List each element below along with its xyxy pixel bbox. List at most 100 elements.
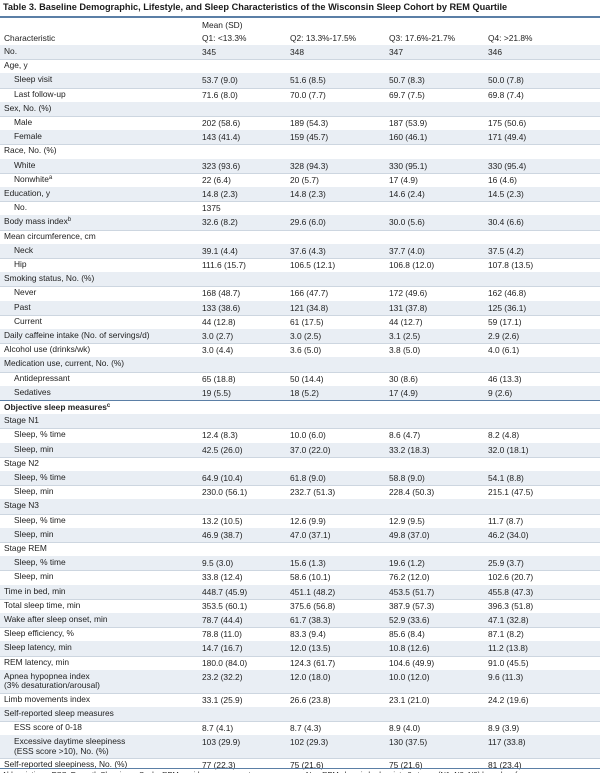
table-row: Age, y <box>0 59 600 75</box>
cell-value: 11.2 (13.8) <box>488 643 528 654</box>
cell-value: 19 (5.5) <box>202 387 231 398</box>
cell-value: 8.9 (4.0) <box>389 723 421 734</box>
table-row: Mean circumference, cm <box>0 230 600 245</box>
row-label-text: Sleep, % time <box>14 557 66 568</box>
cell-value: 189 (54.3) <box>290 118 329 128</box>
row-label-text: Smoking status, No. (%) <box>4 273 95 284</box>
cell-value: 15.6 (1.3) <box>290 558 326 569</box>
cell-value: 8.7 (4.1) <box>202 723 234 734</box>
cell-value: 171 (49.4) <box>488 132 527 143</box>
header-label: Characteristic <box>4 33 56 43</box>
row-label-text: Limb movements index <box>4 693 91 704</box>
cell-value: 22 (6.4) <box>202 174 231 185</box>
row-label: Sleep, % time <box>14 430 66 440</box>
cell-value: 37.0 (22.0) <box>290 444 331 455</box>
column-header: Q1: <13.3% <box>202 33 247 43</box>
table-row: Sex, No. (%) <box>0 101 600 117</box>
row-label-text: Sleep, min <box>14 486 54 497</box>
footnote-mark: b <box>67 217 72 224</box>
cell-value: 14.5 (2.3) <box>488 189 524 199</box>
cell-value: 12.6 (9.9) <box>290 515 326 526</box>
cell-value: 202 (58.6) <box>202 118 241 128</box>
table-row: Sleep, % time 64.9 (10.4) 61.8 (9.0) 58.8 (… <box>0 471 600 487</box>
table-row: ESS score of 0-18 8.7 (4.1) 8.7 (4.3) 8.9 (… <box>0 721 600 737</box>
row-label-text: Current <box>14 315 42 326</box>
table-row: Race, No. (%) <box>0 144 600 160</box>
row-label: Sleep efficiency, % <box>4 628 74 639</box>
row-label: Male <box>14 117 32 128</box>
table-row: Nonwhitea 22 (6.4) 20 (5.7) 17 (4.9) 16 (4.6… <box>0 173 600 188</box>
row-label-text: Sex, No. (%) <box>4 102 52 113</box>
table-row: Never 168 (48.7) 166 (47.7) 172 (49.6) 162 (… <box>0 286 600 302</box>
cell-value: 102.6 (20.7) <box>488 572 534 583</box>
row-label: Alcohol use (drinks/wk) <box>4 344 91 355</box>
table-row: Stage N1 <box>0 414 600 430</box>
column-header: Q4: >21.8% <box>488 33 533 43</box>
table-row: Sedatives 19 (5.5) 18 (5.2) 17 (4.9) 9 (2.6) <box>0 385 600 401</box>
cell-value: 39.1 (4.4) <box>202 245 238 256</box>
cell-value: 58.6 (10.1) <box>290 572 331 583</box>
cell-value: 166 (47.7) <box>290 288 329 299</box>
row-label-text: Medication use, current, No. (%) <box>4 358 125 369</box>
table-row: Total sleep time, min 353.5 (60.1) 375.6 (… <box>0 599 600 614</box>
row-label-text: Self-reported sleepiness, No. (%) <box>4 759 128 770</box>
cell-value: 69.7 (7.5) <box>389 89 425 100</box>
row-label-text: Stage REM <box>4 543 47 553</box>
row-label-text: Sedatives <box>14 386 51 397</box>
cell-value: 47.0 (37.1) <box>290 529 331 540</box>
cell-value: 54.1 (8.8) <box>488 473 524 483</box>
cell-value: 51.6 (8.5) <box>290 75 326 86</box>
cell-value: 159 (45.7) <box>290 132 329 143</box>
cell-value: 455.8 (47.3) <box>488 586 534 597</box>
cell-value: 10.0 (6.0) <box>290 430 326 441</box>
row-label-text: Wake after sleep onset, min <box>4 614 108 624</box>
row-label-text: Sleep, % time <box>14 429 66 440</box>
cell-value: 46.2 (34.0) <box>488 529 529 540</box>
table-row: Stage N2 <box>0 457 600 472</box>
row-label: Sleep, min <box>14 486 54 497</box>
cell-value: 17 (4.9) <box>389 174 418 185</box>
row-label: Nonwhitea <box>14 174 53 185</box>
cell-value: 65 (18.8) <box>202 373 236 384</box>
cell-value: 9 (2.6) <box>488 387 513 398</box>
row-label: Stage N2 <box>4 458 39 469</box>
cell-value: 215.1 (47.5) <box>488 487 534 498</box>
table-row: Alcohol use (drinks/wk) 3.0 (4.4) 3.6 (5.0… <box>0 343 600 359</box>
row-label: Apnea hypopnea index (3% desaturation/aro… <box>4 671 100 691</box>
row-label-text: Alcohol use (drinks/wk) <box>4 344 91 355</box>
row-label: Stage N1 <box>4 415 39 426</box>
row-label: Female <box>14 131 42 142</box>
cell-value: 12.9 (9.5) <box>389 515 425 526</box>
table-row: Neck 39.1 (4.4) 37.6 (4.3) 37.7 (4.0) 37.5 (… <box>0 243 600 259</box>
footnote-mark: a <box>48 174 53 181</box>
cell-value: 175 (50.6) <box>488 118 527 128</box>
cell-value: 396.3 (51.8) <box>488 600 534 611</box>
cell-value: 30 (8.6) <box>389 373 418 384</box>
cell-value: 448.7 (45.9) <box>202 586 248 597</box>
cell-value: 75 (21.6) <box>290 760 324 771</box>
cell-value: 13.2 (10.5) <box>202 515 243 526</box>
cell-value: 133 (38.6) <box>202 302 241 313</box>
row-label: REM latency, min <box>4 657 69 668</box>
cell-value: 46 (13.3) <box>488 373 522 384</box>
row-label: Excessive daytime sleepiness (ESS score >… <box>14 737 125 756</box>
cell-value: 70.0 (7.7) <box>290 89 326 100</box>
row-label: ESS score of 0-18 <box>14 722 82 733</box>
table-row: Wake after sleep onset, min 78.7 (44.4) 61… <box>0 613 600 629</box>
row-label-text: Sleep, min <box>14 528 54 539</box>
cell-value: 85.6 (8.4) <box>389 629 425 640</box>
table-row: White 323 (93.6) 328 (94.3) 330 (95.1) 330 (… <box>0 158 600 174</box>
table-row: Male 202 (58.6) 189 (54.3) 187 (53.9) 175 (5… <box>0 116 600 132</box>
table-row: Time in bed, min 448.7 (45.9) 451.1 (48.2)… <box>0 584 600 600</box>
row-label: Limb movements index <box>4 693 91 705</box>
cell-value: 19.6 (1.2) <box>389 558 425 569</box>
row-label-text: Education, y <box>4 188 51 198</box>
row-label: Education, y <box>4 188 51 199</box>
cell-value: 58.8 (9.0) <box>389 473 425 483</box>
row-label-text: (3% desaturation/arousal) <box>4 680 100 691</box>
cell-value: 353.5 (60.1) <box>202 600 248 611</box>
footnote-mark: c <box>106 403 111 409</box>
cell-value: 81 (23.4) <box>488 760 522 771</box>
cell-value: 69.8 (7.4) <box>488 89 524 100</box>
